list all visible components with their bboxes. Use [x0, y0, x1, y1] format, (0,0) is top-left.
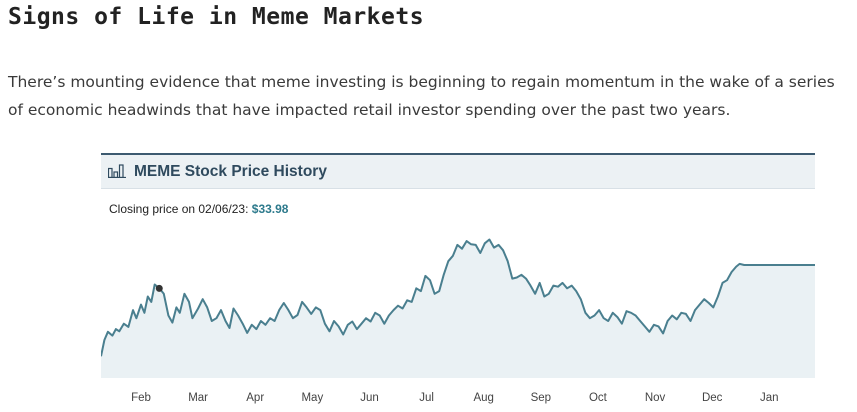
- x-tick-label: Feb: [131, 392, 151, 404]
- price-area-fill: [101, 239, 815, 378]
- closing-price-line: Closing price on 02/06/23: $33.98: [109, 202, 288, 216]
- x-tick-label: Jul: [419, 392, 434, 404]
- price-chart: Feb Mar Apr May Jun Jul Aug Sep Oct Nov Dec Jan: [101, 238, 815, 404]
- x-tick-label: Oct: [589, 392, 608, 404]
- closing-price-value: $33.98: [251, 202, 289, 216]
- highlighted-price-point[interactable]: [155, 284, 163, 292]
- chart-title: MEME Stock Price History: [134, 163, 327, 180]
- x-tick-label: Mar: [188, 392, 208, 404]
- closing-price-label: Closing price on 02/06/23:: [109, 202, 249, 216]
- chart-header: MEME Stock Price History: [101, 155, 815, 189]
- x-tick-label: Dec: [702, 392, 723, 404]
- article-title: Signs of Life in Meme Markets: [8, 4, 425, 30]
- x-tick-label: Sep: [531, 392, 551, 404]
- x-tick-label: Nov: [645, 392, 666, 404]
- bar-chart-icon: [108, 164, 126, 178]
- x-tick-label: Jan: [760, 392, 779, 404]
- x-tick-label: Jun: [360, 392, 379, 404]
- article-paragraph: There’s mounting evidence that meme inve…: [8, 73, 835, 119]
- x-tick-label: Apr: [246, 392, 264, 404]
- x-tick-label: Aug: [473, 392, 493, 404]
- stock-chart-widget: MEME Stock Price History Closing price o…: [101, 153, 815, 412]
- price-series-line: [101, 238, 815, 357]
- x-tick-label: May: [301, 392, 323, 404]
